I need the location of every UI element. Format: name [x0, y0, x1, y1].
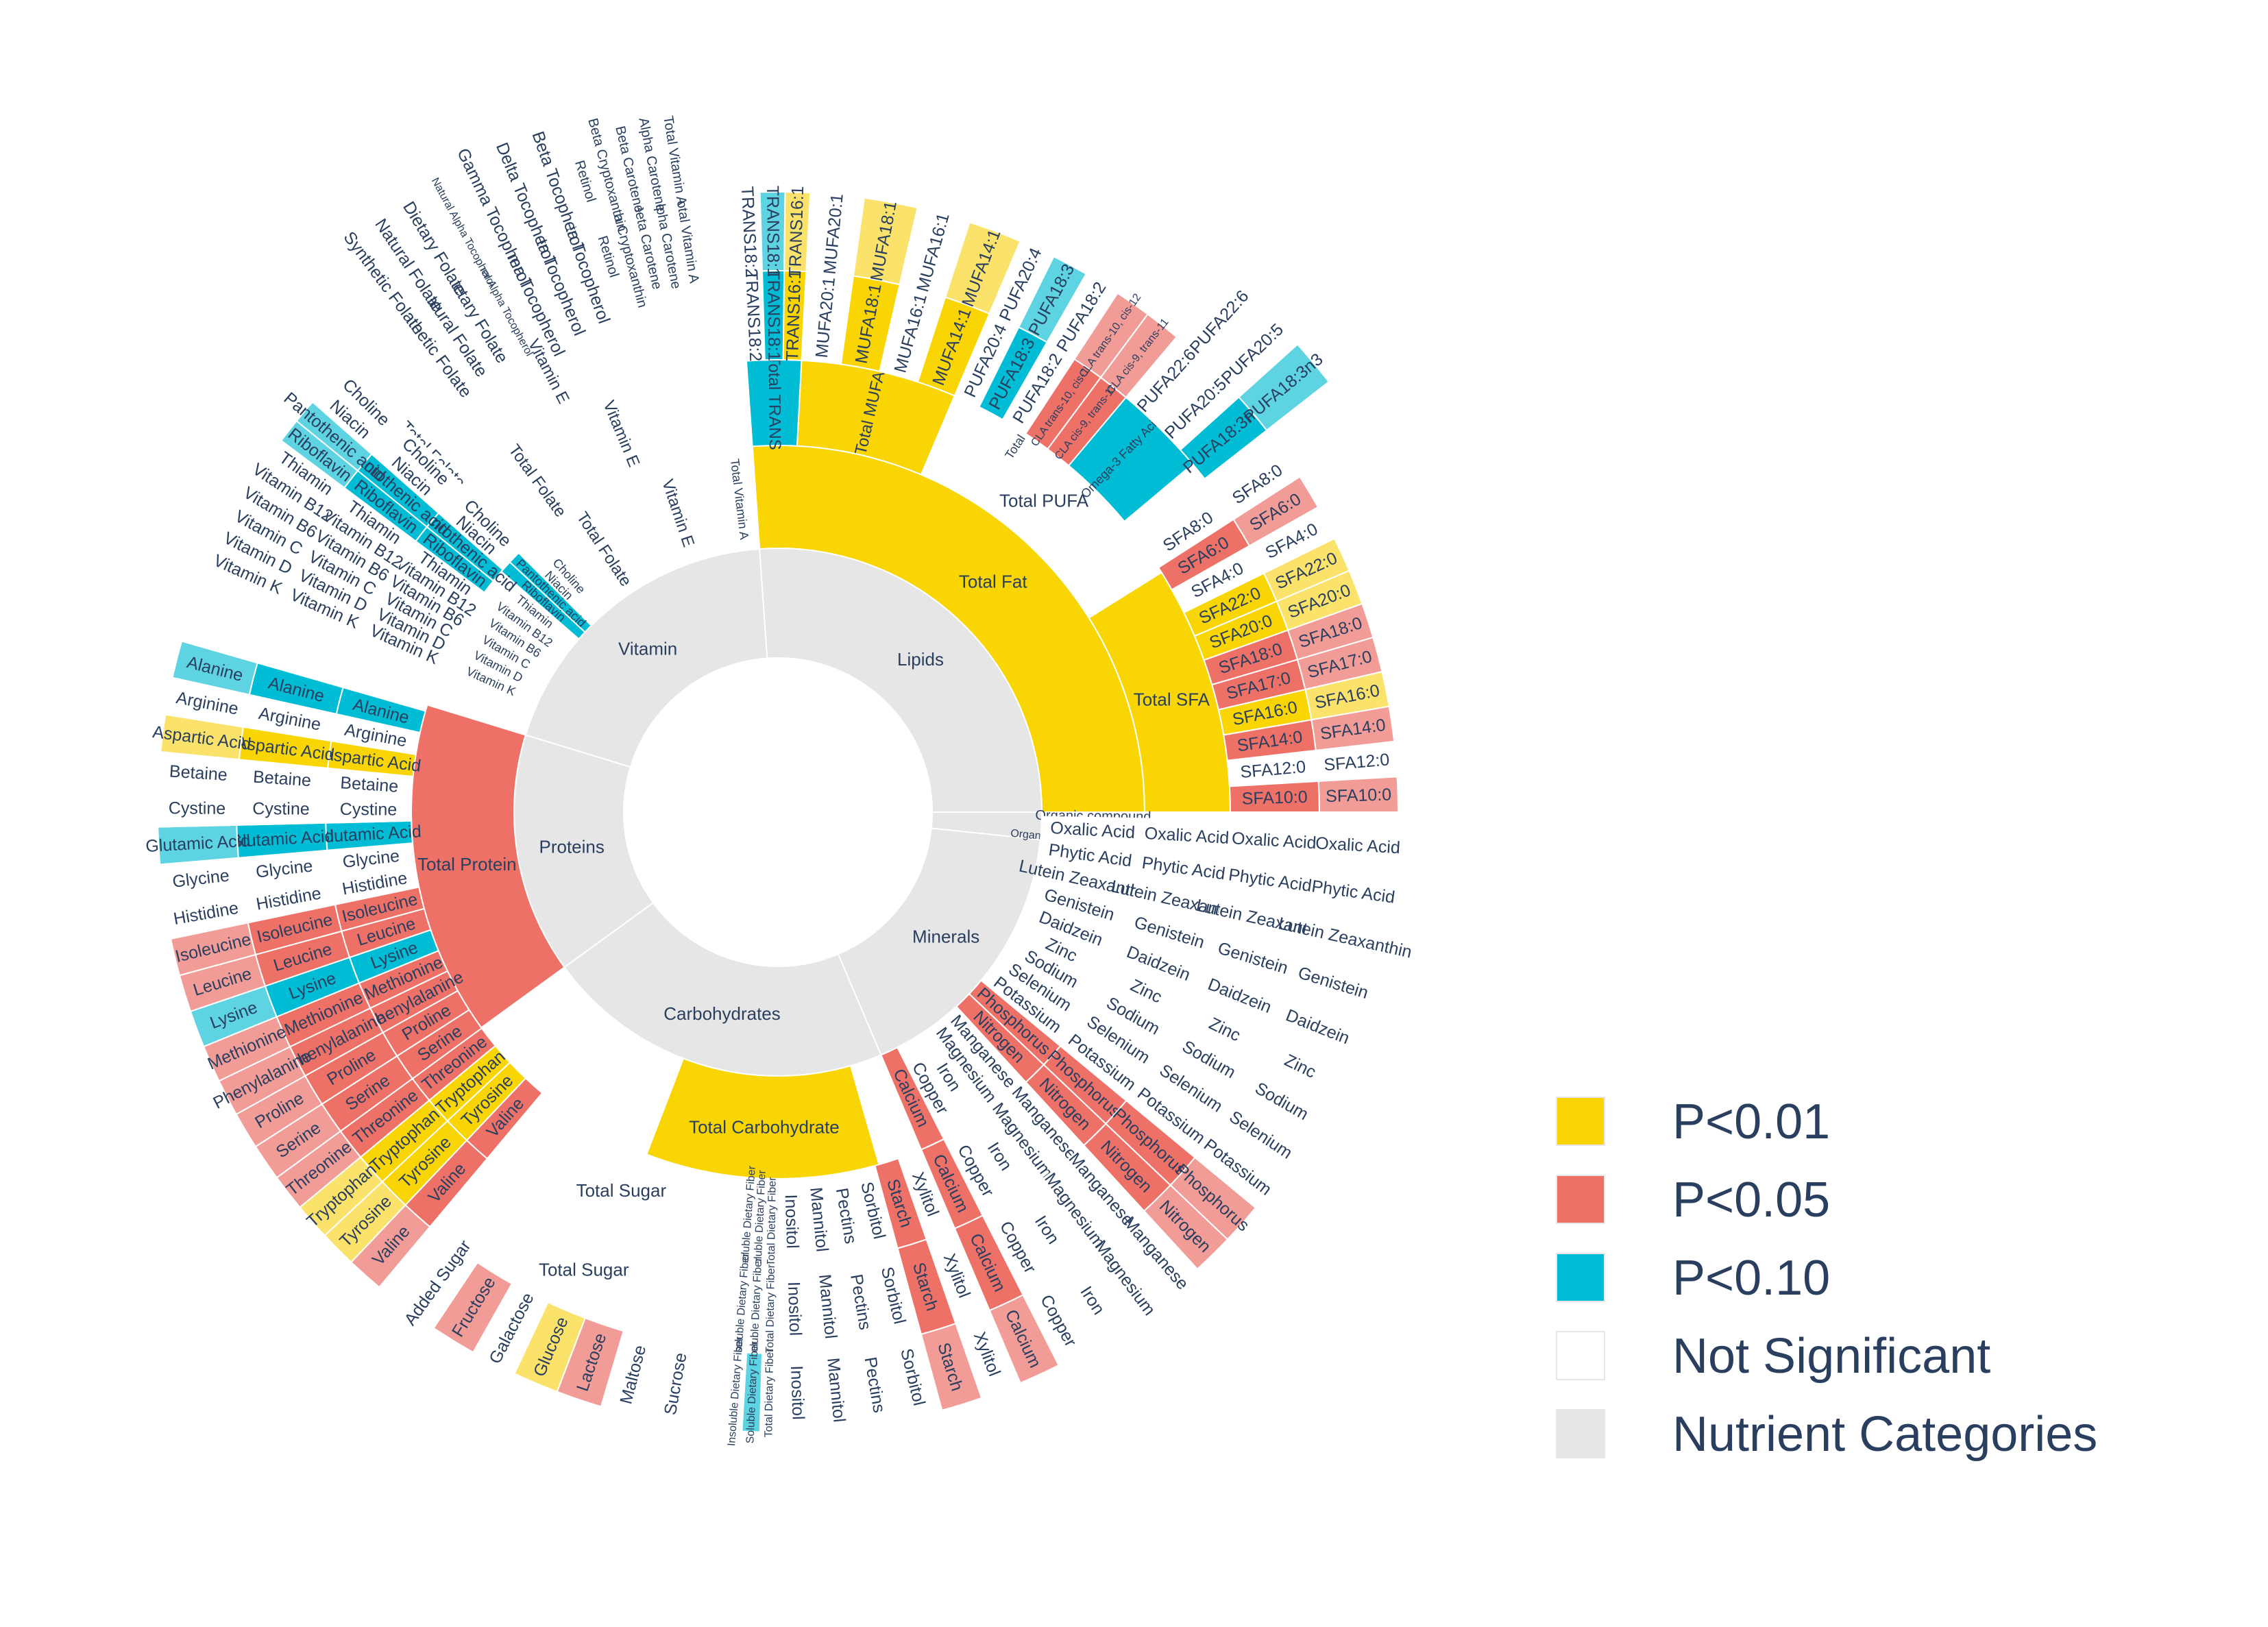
legend-label-ns: Not Significant: [1672, 1329, 1991, 1384]
label-tfat_trans-trans18-1-4: TRANS18:1: [763, 186, 783, 278]
legend-swatch-p010: [1556, 1253, 1605, 1302]
sunburst-chart: Vitamin Lipids Minerals Carbohydrates Protei…: [145, 114, 1414, 1446]
label-tfat_sfa-sfa10-0-4: SFA10:0: [1326, 785, 1392, 806]
sector-sugars-added-sugar-4[interactable]: [395, 1238, 478, 1330]
label-tpufa: Total PUFA: [999, 491, 1089, 511]
sunburst-center: [624, 658, 932, 966]
label-proteins: Proteins: [539, 836, 604, 857]
legend-label-p001: P<0.01: [1672, 1094, 1831, 1149]
legend-item-category[interactable]: Nutrient Categories: [1556, 1407, 2241, 1462]
label-carb_spokes-inositol-2: Inositol: [781, 1194, 803, 1249]
label-tfat_trans-trans18-2-3: TRANS18:2: [742, 270, 766, 363]
label-tfat_trans-trans16-1-3: TRANS16:1: [783, 269, 805, 361]
sector-vit_spokes-choline-4[interactable]: [328, 365, 403, 439]
legend-swatch-ns: [1556, 1331, 1605, 1380]
legend-swatch-category: [1556, 1409, 1605, 1458]
legend-swatch-p001: [1556, 1097, 1605, 1146]
label-vitamin: Vitamin: [618, 638, 677, 659]
legend-item-ns[interactable]: Not Significant: [1556, 1329, 2241, 1384]
legend-item-p001[interactable]: P<0.01: [1556, 1094, 2241, 1149]
label-fiber-total-dietary-fiber-4: Total Dietary Fiber: [763, 1348, 776, 1438]
label-minerals: Minerals: [912, 926, 979, 946]
sector-nutA[interactable]: [713, 445, 761, 554]
label-amino-betaine-3: Betaine: [252, 768, 311, 791]
label-tsug1: Total Sugar: [576, 1180, 667, 1201]
label-tsfa: Total SFA: [1134, 689, 1210, 709]
sector-fiber-insoluble-dietary-fiber-4[interactable]: [723, 1350, 748, 1432]
label-carb_spokes-inositol-4: Inositol: [787, 1365, 808, 1420]
legend-item-p010[interactable]: P<0.10: [1556, 1251, 2241, 1306]
label-ttrans: Total TRANS: [765, 355, 784, 450]
label-tfat_trans-trans18-2-4: TRANS18:2: [737, 186, 761, 278]
label-tprot: Total Protein: [417, 854, 517, 874]
legend-label-p010: P<0.10: [1672, 1251, 1831, 1306]
label-tfat_trans-trans16-1-4: TRANS16:1: [785, 186, 807, 278]
sector-tfat_pufa2-pufa18-3n3-5[interactable]: [1238, 343, 1330, 432]
label-tfat: Total Fat: [959, 572, 1027, 592]
sector-tfat_sfa-sfa10-0-4[interactable]: [1317, 776, 1400, 813]
legend-label-category: Nutrient Categories: [1672, 1407, 2098, 1462]
label-tfat_trans-trans18-1-3: TRANS18:1: [764, 269, 783, 361]
label-carb_spokes-inositol-3: Inositol: [784, 1282, 805, 1336]
label-tfat_sfa-sfa10-0-3: SFA10:0: [1241, 787, 1308, 809]
label-fiber-soluble-dietary-fiber-4: Soluble Dietary Fiber: [744, 1341, 761, 1444]
label-tsug2: Total Sugar: [539, 1259, 629, 1280]
label-amino-cystine-2: Cystine: [340, 800, 398, 820]
label-carbs: Carbohydrates: [663, 1003, 781, 1024]
legend-label-p005: P<0.05: [1672, 1173, 1831, 1227]
label-fiber-total-dietary-fiber-2: Total Dietary Fiber: [766, 1177, 779, 1267]
label-amino-cystine-4: Cystine: [169, 798, 226, 818]
sunburst-svg: Vitamin Lipids Minerals Carbohydrates Protei…: [145, 114, 1414, 1446]
sector-amino-alanine-4[interactable]: [171, 640, 258, 696]
legend-item-p005[interactable]: P<0.05: [1556, 1173, 2241, 1227]
label-tcarb: Total Carbohydrate: [689, 1117, 840, 1138]
label-amino-betaine-4: Betaine: [169, 761, 228, 785]
label-fiber-soluble-dietary-fiber-3: Soluble Dietary Fiber: [748, 1257, 765, 1360]
label-amino-cystine-3: Cystine: [252, 799, 310, 819]
label-lipids: Lipids: [897, 649, 944, 670]
label-fiber-total-dietary-fiber-3: Total Dietary Fiber: [764, 1264, 777, 1354]
sector-vitA-total-vitamin-a-5[interactable]: [655, 119, 693, 202]
label-amino-betaine-2: Betaine: [340, 773, 399, 796]
legend-swatch-p005: [1556, 1175, 1605, 1224]
